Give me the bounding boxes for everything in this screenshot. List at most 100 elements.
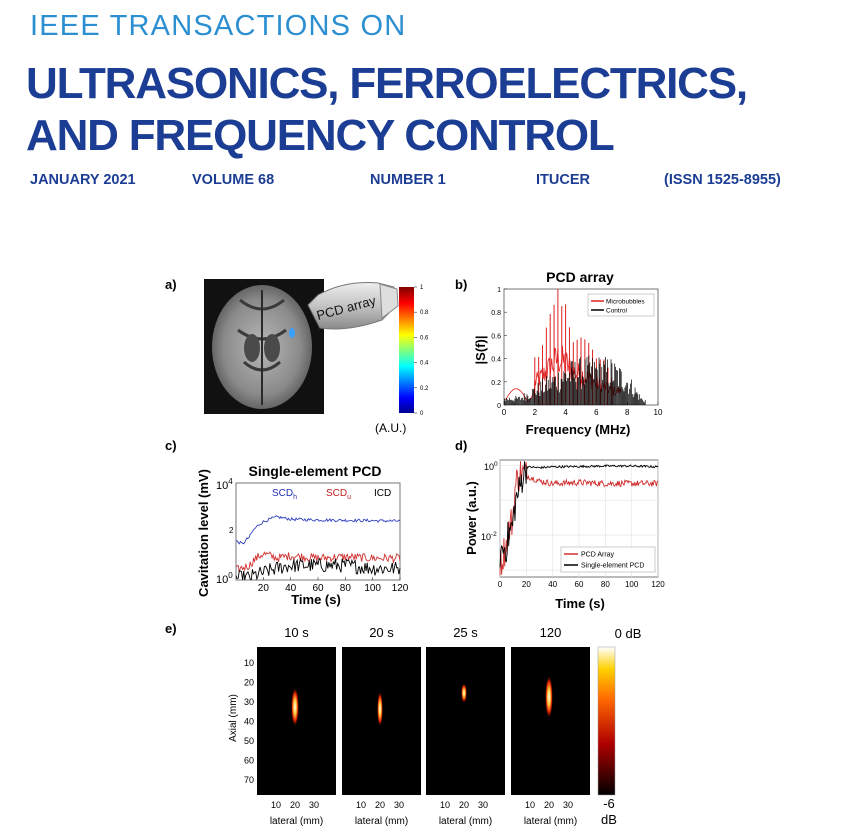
issue-date: JANUARY 2021 [30,172,136,188]
panel-e-ylabel: Axial (mm) [228,694,239,742]
x-tick-label: 4 [563,408,568,417]
panel-e-label: e) [165,621,177,636]
panel-c-legend: SCDh SCDu ICD [272,488,391,501]
panel-e-colorbar [597,646,616,796]
legend-icd: ICD [374,488,391,499]
panel-b-ylabel: |S(f)| [473,336,488,365]
series-single-element-pcd-line [499,461,659,568]
cavitation-map-title: 10 s [284,625,309,640]
journal-prefix: IEEE TRANSACTIONS ON [30,10,407,42]
cavitation-hotspot [377,691,383,727]
x-tick-label: 10 [356,800,366,810]
x-tick-label: 8 [625,408,630,417]
issue-volume: VOLUME 68 [192,172,275,188]
colorbar-tick-label: 0.8 [420,310,429,316]
x-tick-label: 60 [575,580,584,589]
issue-number: NUMBER 1 [370,172,446,188]
x-tick-label: 6 [594,408,599,417]
x-tick-label: 0 [498,580,503,589]
cavitation-map-title: 120 [540,625,562,640]
panel-d-ylabel: Power (a.u.) [464,481,479,555]
colorbar-tick-label: 0.4 [420,361,429,367]
cavitation-map-title: 25 s [453,625,478,640]
pcd-array-probe: PCD array [307,282,399,330]
panel-c-ytick-mid: 2 [229,526,234,535]
x-tick-label: 10 [271,800,281,810]
panel-a-label: a) [165,277,177,292]
cavitation-hotspot [461,683,467,703]
panel-c-ytick-bottom: 100 [216,571,233,586]
x-tick-label: 80 [340,583,352,594]
panel-a-colorbar-unit: (A.U.) [375,421,406,435]
y-tick-label: 10 [244,658,254,668]
x-axis-label: lateral (mm) [355,816,408,827]
x-tick-label: 20 [544,800,554,810]
legend-microbubbles: Microbubbles [606,299,645,306]
x-tick-label: 10 [440,800,450,810]
legend-control: Control [606,308,628,315]
y-tick-label: 40 [244,717,254,727]
panel-d-ytick-top: 100 [484,461,498,472]
panel-a-colorbar [399,287,414,413]
journal-title-line-2: AND FREQUENCY CONTROL [26,111,615,160]
panel-e-colorbar-bottom-unit: dB [601,812,617,827]
x-tick-label: 40 [548,580,557,589]
x-tick-label: 30 [563,800,573,810]
panel-c-label: c) [165,438,177,453]
colorbar-tick-label: 0.2 [420,386,429,392]
panel-d-ytick-mid: 10-2 [481,531,497,542]
x-tick-label: 10 [654,408,663,417]
legend-single-element-pcd: Single-element PCD [581,563,644,570]
y-tick-label: 30 [244,697,254,707]
legend-scdu: SCDu [326,488,351,501]
panel-e-colorbar-top: 0 dB [615,626,642,641]
x-tick-label: 0 [502,408,507,417]
x-tick-label: 20 [522,580,531,589]
x-axis-label: lateral (mm) [270,816,323,827]
x-tick-label: 120 [392,583,409,594]
x-tick-label: 30 [394,800,404,810]
cavitation-map [511,647,590,795]
legend-pcd-array: PCD Array [581,552,615,559]
panel-c-ytick-top: 104 [216,477,233,492]
x-axis-label: lateral (mm) [524,816,577,827]
x-tick-label: 30 [309,800,319,810]
x-axis-label: lateral (mm) [439,816,492,827]
cavitation-map-title: 20 s [369,625,394,640]
x-tick-label: 20 [290,800,300,810]
panel-d-label: d) [455,438,467,453]
cavitation-map [426,647,505,795]
panel-c-title: Single-element PCD [248,463,381,479]
x-tick-label: 100 [625,580,639,589]
x-tick-label: 30 [478,800,488,810]
x-tick-label: 20 [459,800,469,810]
panel-d-legend: PCD Array Single-element PCD [560,546,656,573]
y-tick-label: 0.8 [491,310,501,317]
series-icd-line [235,557,401,581]
y-tick-label: 0 [497,403,501,410]
cavitation-hotspot [545,675,553,719]
mri-brain-image [204,279,324,414]
y-tick-label: 60 [244,756,254,766]
y-tick-label: 0.4 [491,357,501,364]
colorbar-tick-label: 0 [420,411,424,417]
x-tick-label: 60 [312,583,324,594]
journal-code: ITUCER [536,172,590,188]
series-pcd-array-line [499,461,659,576]
panel-e-colorbar-bottom-value: -6 [603,796,615,811]
journal-title-line-1: ULTRASONICS, FERROELECTRICS, [26,59,748,108]
series-scdh-line [235,515,401,545]
panel-b-xlabel: Frequency (MHz) [526,422,631,437]
y-tick-label: 1 [497,287,501,294]
panel-c-xlabel: Time (s) [291,592,341,607]
y-tick-label: 20 [244,678,254,688]
x-tick-label: 80 [601,580,610,589]
series-scdu-line [235,551,401,573]
x-tick-label: 2 [533,408,538,417]
y-tick-label: 0.6 [491,333,501,340]
x-tick-label: 20 [258,583,270,594]
x-tick-label: 100 [364,583,381,594]
y-tick-label: 70 [244,775,254,785]
y-tick-label: 50 [244,736,254,746]
legend-scdh: SCDh [272,488,297,501]
